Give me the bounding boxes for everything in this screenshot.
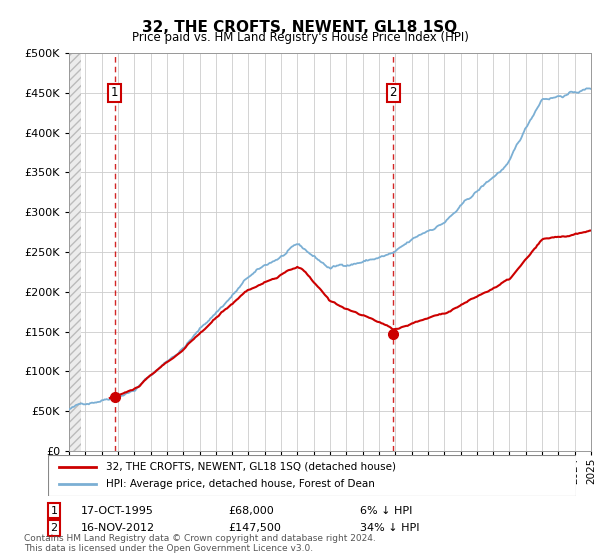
Text: 17-OCT-1995: 17-OCT-1995 xyxy=(81,506,154,516)
Text: Contains HM Land Registry data © Crown copyright and database right 2024.
This d: Contains HM Land Registry data © Crown c… xyxy=(24,534,376,553)
Text: Price paid vs. HM Land Registry's House Price Index (HPI): Price paid vs. HM Land Registry's House … xyxy=(131,31,469,44)
Text: 2: 2 xyxy=(389,86,397,100)
Text: £68,000: £68,000 xyxy=(228,506,274,516)
FancyBboxPatch shape xyxy=(48,455,576,496)
Text: 1: 1 xyxy=(50,506,58,516)
Text: £147,500: £147,500 xyxy=(228,523,281,533)
Text: HPI: Average price, detached house, Forest of Dean: HPI: Average price, detached house, Fore… xyxy=(106,479,375,489)
Text: 16-NOV-2012: 16-NOV-2012 xyxy=(81,523,155,533)
Text: 32, THE CROFTS, NEWENT, GL18 1SQ: 32, THE CROFTS, NEWENT, GL18 1SQ xyxy=(142,20,458,35)
Text: 2: 2 xyxy=(50,523,58,533)
Text: 32, THE CROFTS, NEWENT, GL18 1SQ (detached house): 32, THE CROFTS, NEWENT, GL18 1SQ (detach… xyxy=(106,461,396,472)
Text: 1: 1 xyxy=(111,86,118,100)
Text: 6% ↓ HPI: 6% ↓ HPI xyxy=(360,506,412,516)
Bar xyxy=(69,53,81,451)
Text: 34% ↓ HPI: 34% ↓ HPI xyxy=(360,523,419,533)
